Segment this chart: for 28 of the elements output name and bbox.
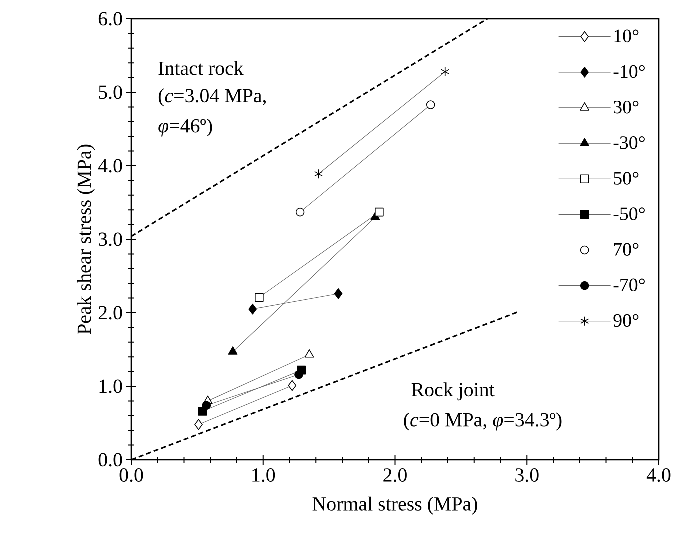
y-axis-title: Peak shear stress (MPa) [77, 144, 96, 334]
y-tick-label: 1.0 [100, 380, 122, 394]
annotation: (c=0 MPa, φ=34.3º) [404, 412, 562, 431]
legend-label: 70° [614, 243, 639, 256]
legend-label: 10° [614, 30, 639, 43]
x-tick-label: 0.0 [120, 468, 144, 482]
x-tick-label: 2.0 [384, 468, 407, 482]
legend-label: -50° [614, 208, 645, 220]
annotation: φ=46º) [158, 118, 212, 137]
x-tick-label: 1.0 [252, 468, 276, 482]
y-tick-label: 6.0 [98, 12, 122, 26]
legend-label: 90° [614, 314, 639, 328]
legend-label: 50° [614, 172, 639, 185]
y-tick-label: 2.0 [98, 306, 122, 320]
legend-label: -30° [614, 136, 645, 150]
y-tick-label: 0.0 [98, 453, 122, 467]
annotation: Rock joint [412, 382, 495, 401]
y-tick-label: 3.0 [99, 232, 122, 246]
x-tick-label: 3.0 [516, 468, 539, 482]
annotation: (c=3.04 MPa, [158, 88, 266, 107]
legend-label: -10° [614, 65, 645, 78]
legend-label: 30° [614, 100, 639, 114]
y-tick-label: 5.0 [99, 86, 122, 100]
annotation: Intact rock [158, 61, 244, 76]
x-axis-title: Normal stress (MPa) [312, 496, 478, 515]
x-tick-label: 4.0 [646, 468, 671, 482]
legend-label: -70° [614, 278, 645, 292]
y-tick-label: 4.0 [98, 159, 122, 173]
